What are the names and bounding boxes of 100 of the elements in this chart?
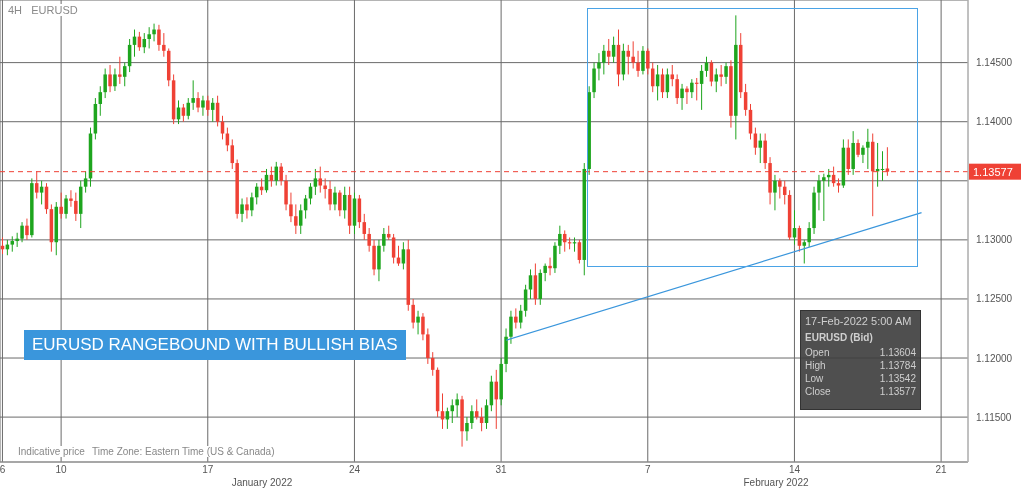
candlestick [553,241,557,274]
candlestick [103,68,107,99]
y-tick-label: 1.12000 [976,352,1013,364]
y-tick-label: 1.11500 [976,411,1012,423]
candlestick [284,174,288,211]
candlestick [69,189,73,208]
candlestick [313,168,318,196]
candlestick [338,189,342,217]
candlestick [162,32,166,58]
candlestick [470,404,474,430]
annotation: EURUSD (Bid) [805,332,874,343]
candlestick [118,56,122,85]
candlestick [602,44,606,75]
candlestick [641,45,645,75]
candlestick [690,78,694,99]
annotation: 1.13604 [879,346,916,359]
candlestick [59,192,63,220]
ref-line-label: 1.13577 [973,165,1013,178]
candlestick [294,203,298,235]
candlestick [773,174,777,211]
annotation: 1.13784 [879,359,916,372]
candlestick [196,91,200,113]
candlestick [147,26,151,49]
candlestick [245,196,249,220]
x-tick-label: 7 [645,464,651,476]
candlestick [680,83,684,111]
annotation: High [805,359,826,372]
text: EURUSD RANGEBOUND WITH BULLISH BIAS [24,330,406,360]
candlestick [240,198,244,223]
annotation: Open [805,346,830,359]
x-tick-label: 21 [935,464,948,476]
candlestick [108,64,112,93]
candlestick [817,174,821,211]
candlestick [323,177,327,200]
candlestick [514,307,518,329]
candlestick [778,177,782,200]
candlestick [685,85,689,105]
candlestick [391,233,396,264]
candlestick [807,221,811,248]
candlestick [74,192,78,222]
candlestick [201,95,205,117]
candlestick [333,186,337,211]
candlestick [421,312,425,341]
candlestick [83,170,88,194]
y-tick-label: 1.13000 [976,234,1013,246]
text: February 2022 [742,477,810,488]
candlestick [250,192,254,217]
candlestick [465,416,469,442]
candlestick [289,192,293,223]
candlestick [714,68,719,93]
candlestick [372,239,376,276]
candlestick [382,227,386,253]
candlestick [866,128,870,170]
annotation: Time Zone: Eastern Time (US & Canada) [90,446,277,457]
candlestick [861,144,865,164]
annotation: 1.13577 [879,385,916,398]
candlestick [367,227,371,253]
candlestick [328,180,332,211]
y-tick-label: 1.14000 [976,116,1013,128]
candlestick [416,310,420,335]
annotation: Indicative price [16,446,87,457]
candlestick [802,239,807,264]
candlestick [64,194,68,220]
candlestick [509,310,513,345]
annotation: 17-Feb-2022 5:00 AM [805,315,913,327]
annotation: Low [805,372,824,385]
candlestick [719,64,723,87]
candlestick [426,327,430,365]
candlestick [548,257,552,276]
x-tick-label: 6 [0,464,6,476]
candlestick [191,79,195,111]
candlestick [206,95,210,117]
candlestick [411,298,415,329]
candlestick [25,218,29,241]
candlestick [157,24,161,52]
x-tick-label: 14 [788,464,801,476]
annotation: Close [805,385,831,398]
candlestick [592,62,596,99]
x-tick-label: 31 [495,464,508,476]
text: January 2022 [230,477,294,488]
y-tick-label: 1.12500 [976,293,1013,305]
candlestick [636,50,640,78]
candlestick [822,173,826,222]
candlestick [724,62,728,85]
candlestick [113,68,117,92]
candlestick [675,73,679,105]
candlestick [763,133,767,170]
x-tick-label: 24 [348,464,361,476]
candlestick [455,392,459,418]
x-tick-label: 10 [55,464,68,476]
candlestick [597,52,601,81]
chart-subtitle: 4H EURUSD [6,4,80,16]
candlestick [558,225,562,255]
candlestick [20,221,24,243]
annotation: 1.13542 [879,372,916,385]
y-tick-label: 1.14500 [976,57,1013,69]
candlestick [377,239,381,282]
candlestick [631,40,635,70]
x-tick-label: 17 [202,464,214,476]
candlestick [646,47,650,75]
